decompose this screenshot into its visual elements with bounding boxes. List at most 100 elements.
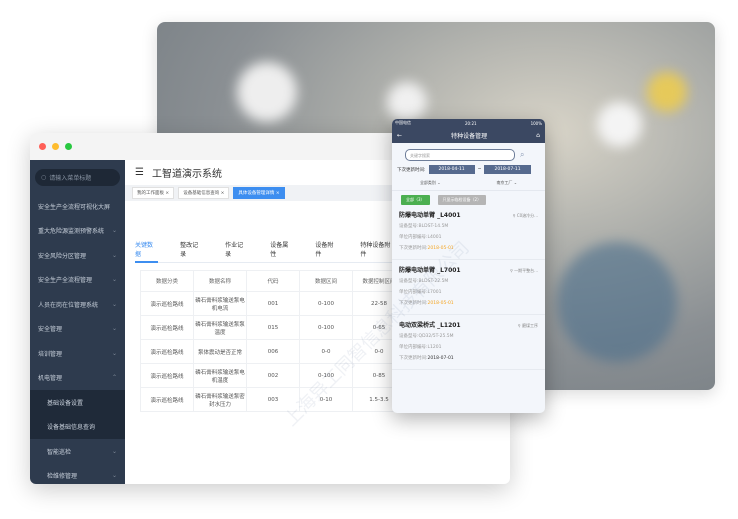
tab[interactable]: 设备属性 <box>270 242 289 258</box>
chevron-icon: ⌄ <box>111 300 117 308</box>
hamburger-icon[interactable]: ☰ <box>135 167 144 178</box>
sidebar-item-label: 安全风险分区管理 <box>38 252 87 260</box>
sidebar-item[interactable]: 人员在岗在位管理系统 ⌄ <box>30 292 125 317</box>
table-cell: 0-10 <box>299 387 353 412</box>
factory-filter[interactable]: 南京工厂 ⌄ <box>496 180 518 185</box>
sidebar-item-label: 机电管理 <box>38 375 63 383</box>
sidebar-item-label: 人员在岗在位管理系统 <box>38 301 99 309</box>
sidebar-item[interactable]: 重大危险源监测预警系统 ⌄ <box>30 219 125 244</box>
battery: 100% <box>530 120 542 126</box>
location: ⚲ C0溶冷分... <box>513 210 538 221</box>
sidebar-subitem[interactable]: 检维修管理 ⌄ <box>30 464 125 485</box>
card-row: 设备型号:QD32/5T-25.5M <box>399 331 538 342</box>
near-due-button[interactable]: 只显示临检设备（2） <box>437 195 487 205</box>
table-cell: 0-100 <box>299 315 353 340</box>
table-cell: 002 <box>246 363 300 388</box>
location-label: 磨煤工序 <box>522 323 538 328</box>
sidebar-item[interactable]: 安全生产全流程管理 ⌄ <box>30 268 125 293</box>
field-value: BLDST-22.5M <box>418 279 449 284</box>
page-tag[interactable]: 具体设备管理详情 × <box>233 187 285 199</box>
table-cell: 0-100 <box>299 363 353 388</box>
minimize-dot[interactable] <box>52 143 59 150</box>
field-value: L4001 <box>427 235 442 240</box>
date-from[interactable]: 2018-04-11 <box>428 165 475 174</box>
tab[interactable]: 整改记录 <box>180 242 199 258</box>
field-value: BLDST-14.5M <box>418 224 449 229</box>
table-cell: 演示巡检路线 <box>140 387 194 412</box>
card-row: 下次更新时间:2018-05-01 <box>399 243 538 254</box>
type-filter[interactable]: 全部类别 ⌄ <box>419 180 441 185</box>
close-dot[interactable] <box>39 143 46 150</box>
sidebar-item-label: 培训管理 <box>38 350 63 358</box>
field-value: L1201 <box>427 345 442 350</box>
search-input[interactable]: 关键字搜索 <box>405 149 515 161</box>
column-header: 数据分类 <box>140 270 194 292</box>
search-icon[interactable]: ⌕ <box>520 150 525 159</box>
equipment-name: 防爆电动单臂 _L4001 <box>399 212 461 219</box>
sidebar-item[interactable]: 安全管理 ⌄ <box>30 317 125 342</box>
table-cell: 003 <box>246 387 300 412</box>
tab[interactable]: 关键数据 <box>135 240 159 263</box>
all-button[interactable]: 全部（3） <box>401 195 430 205</box>
equipment-card[interactable]: 防爆电动单臂 _L4001 ⚲ C0溶冷分... 设备型号:BLDST-14.5M 单… <box>392 205 545 260</box>
column-header: 数据名称 <box>193 270 247 292</box>
field-label: 设备型号: <box>399 334 419 339</box>
page-tag[interactable]: 我的工作面板 × <box>132 187 175 199</box>
field-value: 2018-05-01 <box>427 301 454 306</box>
chevron-icon: ⌄ <box>111 227 117 235</box>
tab[interactable]: 作业记录 <box>225 242 244 258</box>
sidebar-subitem[interactable]: 智能巡检 ⌄ <box>30 439 125 464</box>
sidebar-subitem[interactable]: 设备基础信息查询 <box>30 414 125 439</box>
chevron-down-icon: ⌄ <box>111 447 117 455</box>
tab[interactable]: 设备附件 <box>315 242 334 258</box>
menu-search-input[interactable]: ○ 请输入菜单标题 <box>35 169 120 186</box>
column-header: 数据区间 <box>299 270 353 292</box>
sidebar-item[interactable]: 培训管理 ⌄ <box>30 341 125 366</box>
sidebar: ○ 请输入菜单标题 安全生产全流程可视化大屏 重大危险源监测预警系统 ⌄ 安全风险分区管… <box>30 160 125 484</box>
clock: 20:21 <box>465 120 477 126</box>
date-sep: ~ <box>477 167 482 172</box>
chevron-down-icon: ⌄ <box>111 472 117 480</box>
search-placeholder: 请输入菜单标题 <box>49 175 92 182</box>
card-row: 设备型号:BLDST-14.5M <box>399 221 538 232</box>
tag-label: 设备基础信息查询 <box>183 191 220 196</box>
table-cell: 006 <box>246 339 300 364</box>
search-icon: ○ <box>41 174 47 181</box>
sidebar-item[interactable]: 安全生产全流程可视化大屏 <box>30 194 125 219</box>
card-row: 单位内部编号:L7001 <box>399 287 538 298</box>
close-icon[interactable]: × <box>164 191 170 196</box>
field-label: 设备型号: <box>399 279 419 284</box>
sidebar-subitem-label: 检维修管理 <box>47 473 78 481</box>
sidebar-item-label: 安全生产全流程管理 <box>38 277 93 285</box>
table-cell: 演示巡检路线 <box>140 339 194 364</box>
chevron-icon: ⌄ <box>111 349 117 357</box>
tab[interactable]: 特种设备附件 <box>360 242 391 258</box>
location-label: 一期平整台... <box>514 268 538 273</box>
sidebar-subitem[interactable]: 基础设备设置 <box>30 390 125 415</box>
table-cell: 磷石膏料浆输送泵密封水压力 <box>193 387 247 412</box>
field-label: 单位内部编号: <box>399 235 428 240</box>
sidebar-item[interactable]: 安全风险分区管理 ⌄ <box>30 243 125 268</box>
chevron-icon: ⌄ <box>111 276 117 284</box>
field-label: 下次更新时间: <box>399 356 428 361</box>
app-title: 工智道演示系统 <box>151 169 222 180</box>
page-tag[interactable]: 设备基础信息查询 × <box>178 187 230 199</box>
key-data-table: 数据分类 数据名称 代码 数据区间 数据控制区间 演示巡检路线 磷石膏料浆输送泵电机电流 00… <box>140 270 406 412</box>
close-icon[interactable]: × <box>219 191 225 196</box>
back-arrow-icon[interactable]: ← <box>397 131 403 139</box>
maximize-dot[interactable] <box>65 143 72 150</box>
equipment-card[interactable]: 防爆电动单臂 _L7001 ⚲ 一期平整台... 设备型号:BLDST-22.5M 单… <box>392 260 545 315</box>
card-row: 下次更新时间:2018-07-01 <box>399 353 538 364</box>
sidebar-item-label: 安全生产全流程可视化大屏 <box>38 203 111 211</box>
sidebar-item[interactable]: 机电管理 ⌃ <box>30 366 125 391</box>
table-cell: 磷石膏料浆输送泵泵温度 <box>193 315 247 340</box>
equipment-card[interactable]: 电动双梁桥式 _L1201 ⚲ 磨煤工序 设备型号:QD32/5T-25.5M 单位内… <box>392 315 545 370</box>
card-row: 单位内部编号:L1201 <box>399 342 538 353</box>
close-icon[interactable]: × <box>274 191 280 196</box>
table-cell: 演示巡检路线 <box>140 315 194 340</box>
home-icon[interactable]: ⌂ <box>536 131 540 139</box>
date-to[interactable]: 2018-07-11 <box>484 165 531 174</box>
chevron-icon: ⌄ <box>111 251 117 259</box>
tag-label: 我的工作面板 <box>137 191 164 196</box>
location: ⚲ 磨煤工序 <box>518 320 538 331</box>
